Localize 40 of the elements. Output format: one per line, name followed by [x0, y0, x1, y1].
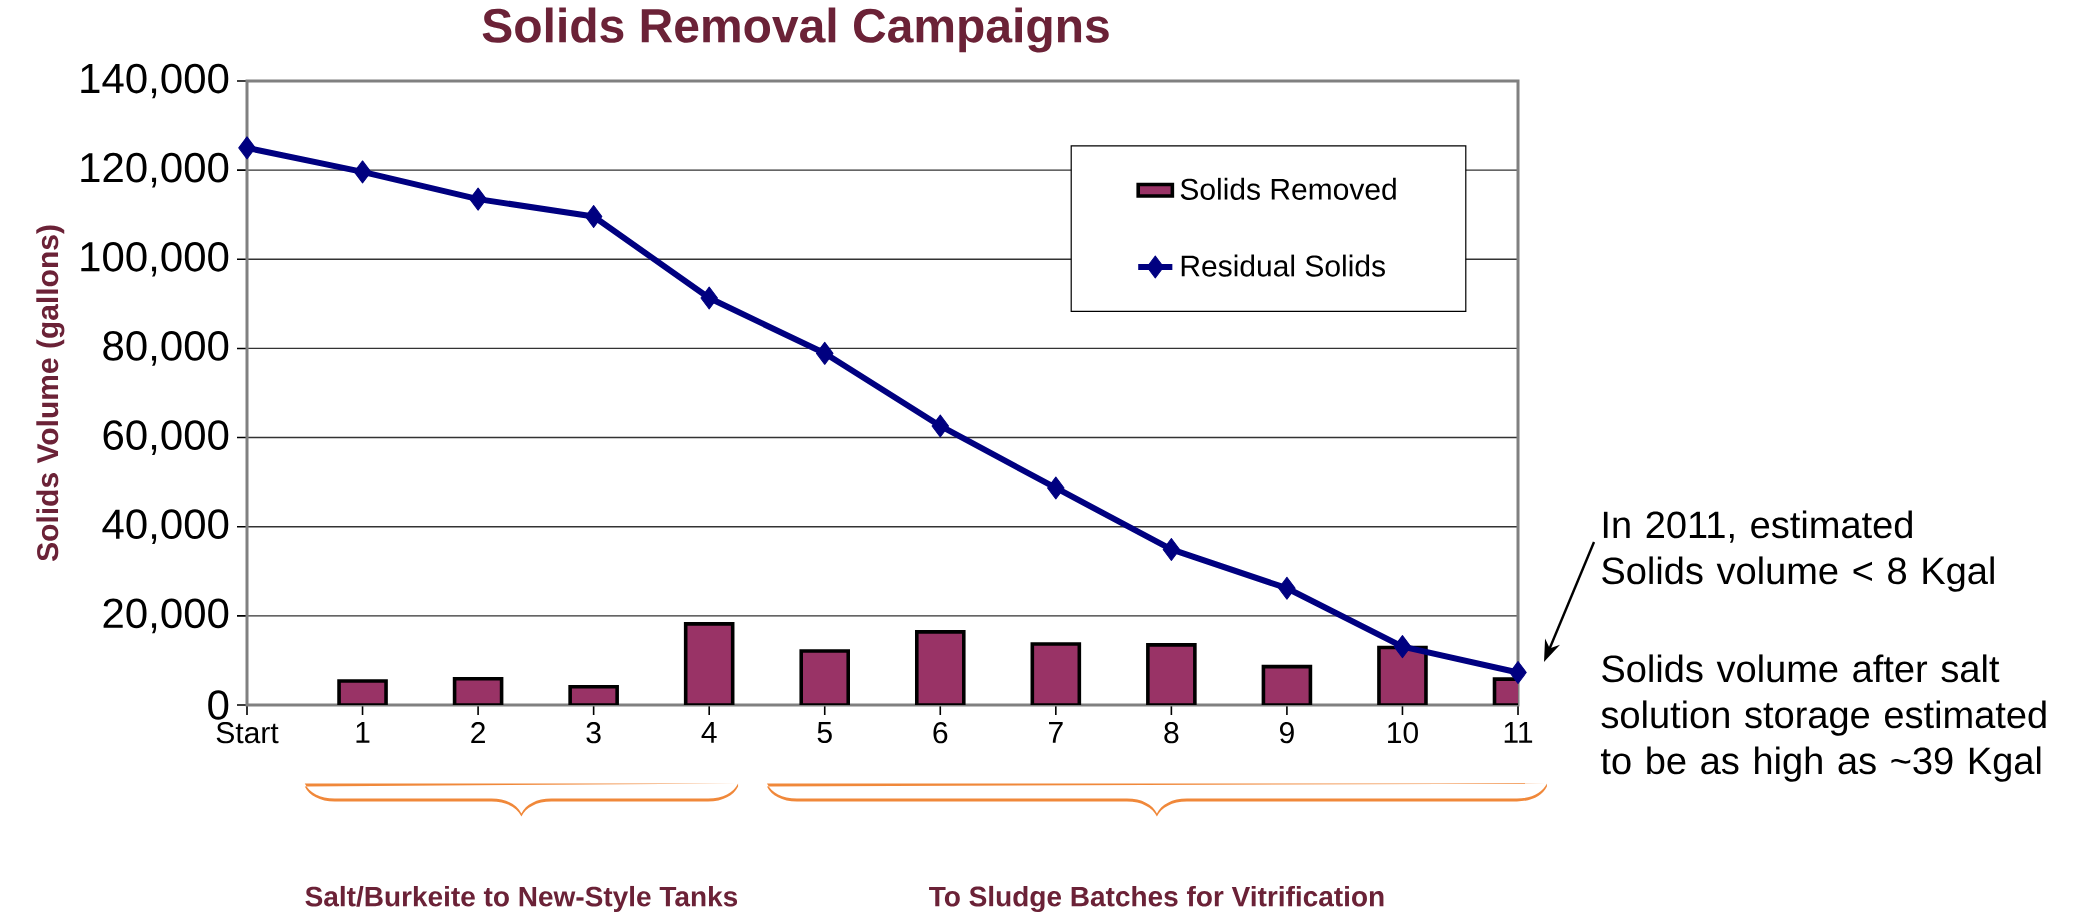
y-tick-label: 140,000 — [81, 63, 229, 99]
point — [700, 286, 718, 310]
y-tick-label: 100,000 — [81, 241, 229, 277]
point — [1162, 537, 1181, 561]
point — [815, 341, 834, 365]
y-tick-label: 60,000 — [103, 420, 229, 455]
x-tick-label: 1 — [356, 722, 370, 743]
point — [238, 136, 256, 160]
text: In 2011, estimated Solids volume < 8 Kgal — [1602, 510, 1994, 592]
text: Salt/Burkeite to New-Style Tanks — [305, 885, 738, 913]
text: To Sludge Batches for Vitrification — [929, 885, 1384, 913]
x-tick-label: 8 — [1164, 722, 1179, 744]
x-tick-label: 3 — [586, 722, 601, 744]
y-tick-label: 20,000 — [103, 598, 229, 634]
chart-title: Solids Removal Campaigns — [482, 7, 1109, 53]
y-axis-title: Solids Volume (gallons) — [36, 225, 65, 562]
point — [1278, 576, 1296, 600]
y-tick-label: 0 — [208, 690, 229, 720]
x-tick-label: 4 — [701, 722, 717, 743]
x-tick-label: 6 — [933, 722, 948, 744]
y-tick-label: 120,000 — [81, 152, 229, 188]
x-tick-label: 9 — [1279, 722, 1294, 744]
x-tick-label: Start — [216, 722, 279, 744]
x-tick-label: 7 — [1049, 722, 1063, 743]
x-tick-label: 10 — [1388, 722, 1418, 744]
point — [584, 204, 603, 228]
x-tick-label: 5 — [817, 722, 832, 743]
point — [1509, 660, 1527, 684]
point — [931, 414, 950, 438]
point — [1393, 635, 1412, 659]
legend-label: Residual Solids — [1181, 254, 1385, 277]
x-tick-label: 11 — [1504, 722, 1533, 743]
point — [353, 160, 372, 184]
x-tick-label: 2 — [471, 722, 485, 744]
y-tick-label: 80,000 — [103, 331, 229, 366]
y-tick-label: 40,000 — [102, 509, 229, 545]
legend-label: Solids Removed — [1180, 177, 1396, 200]
point — [1047, 476, 1065, 500]
text: Solids volume after salt solution storage estimated to be as high as ~39 Kgal — [1600, 654, 2046, 782]
point — [469, 187, 487, 211]
